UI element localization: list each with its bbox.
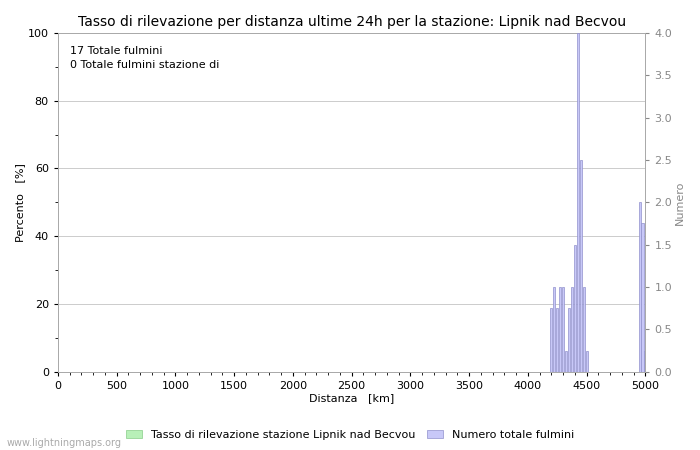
Bar	[645, 351, 647, 372]
Bar	[586, 351, 588, 372]
Bar	[582, 287, 584, 372]
Legend: Tasso di rilevazione stazione Lipnik nad Becvou, Numero totale fulmini: Tasso di rilevazione stazione Lipnik nad…	[121, 425, 579, 445]
Bar	[580, 160, 582, 372]
Bar	[641, 224, 643, 372]
Title: Tasso di rilevazione per distanza ultime 24h per la stazione: Lipnik nad Becvou: Tasso di rilevazione per distanza ultime…	[78, 15, 626, 29]
Bar	[568, 308, 570, 372]
Bar	[565, 351, 567, 372]
Bar	[574, 245, 576, 372]
Text: www.lightningmaps.org: www.lightningmaps.org	[7, 438, 122, 448]
Y-axis label: Numero: Numero	[675, 180, 685, 225]
Y-axis label: Percento   [%]: Percento [%]	[15, 163, 25, 242]
Bar	[550, 308, 552, 372]
Bar	[571, 287, 573, 372]
Bar	[553, 287, 555, 372]
Bar	[556, 308, 559, 372]
Text: 17 Totale fulmini
0 Totale fulmini stazione di: 17 Totale fulmini 0 Totale fulmini stazi…	[69, 46, 219, 70]
Bar	[638, 202, 640, 372]
Bar	[559, 287, 561, 372]
Bar	[562, 287, 564, 372]
X-axis label: Distanza   [km]: Distanza [km]	[309, 393, 394, 404]
Bar	[577, 33, 579, 372]
